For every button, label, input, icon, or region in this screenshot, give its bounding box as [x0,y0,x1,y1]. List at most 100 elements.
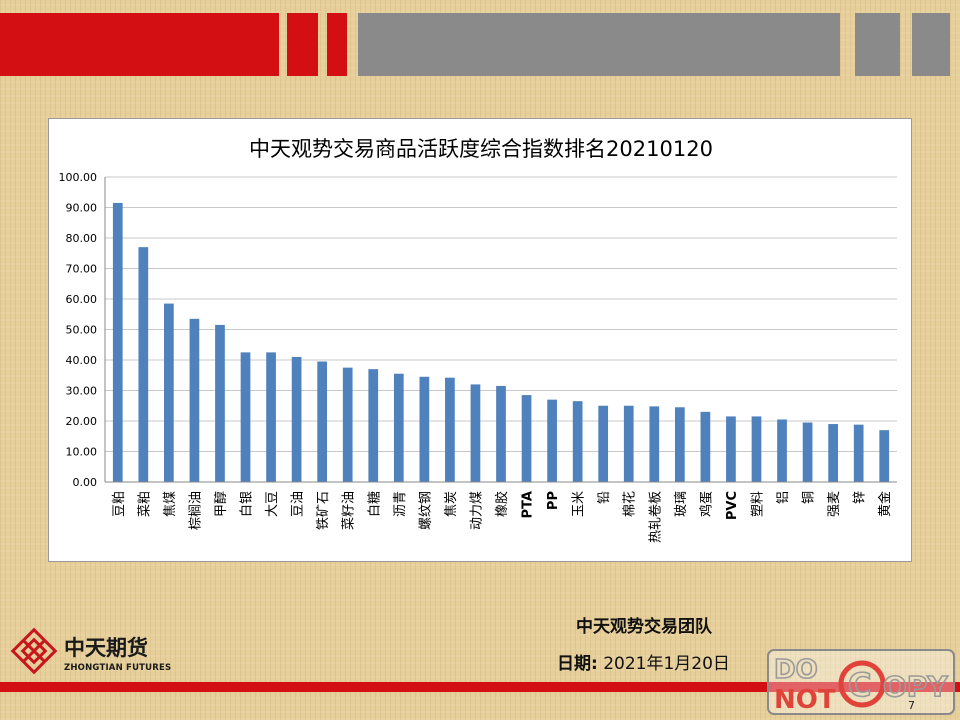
bar [164,303,174,482]
header-red-bar [0,13,279,76]
bar [470,384,481,482]
bar [751,416,762,482]
stamp-line1: DO [774,655,818,685]
bar [368,369,379,482]
bar [393,373,404,482]
bar [496,385,506,482]
y-tick-label: 80.00 [66,232,98,245]
header-red-block-2 [327,13,347,76]
y-tick-label: 30.00 [66,385,98,398]
y-tick-label: 20.00 [66,415,98,428]
bar [853,424,864,482]
report-date: 日期: 2021年1月20日 [557,649,730,674]
bar [726,416,736,482]
bar [649,406,660,482]
x-tick-label: 螺纹钢 [418,491,433,530]
bar [598,405,609,482]
x-tick-label: 鸡蛋 [698,491,714,517]
header-gray-block-1 [855,13,900,76]
stamp-c-letter: C [848,666,871,704]
x-tick-label: 塑料 [750,491,765,517]
footer-red-bar [0,682,960,692]
x-tick-label: 沥青 [393,491,408,517]
x-tick-label: 豆粕 [112,491,127,517]
x-tick-label: 焦煤 [163,491,178,517]
bar [445,377,455,482]
header-gray-block-2 [912,13,950,76]
x-axis-ticks: 豆粕 菜粕 焦煤 棕榈油 甲醇 白银 大豆 豆油 铁矿石 菜籽油 白糖 沥青 螺纹钢 焦炭 动力煤 橡胶 PTA… [112,491,893,543]
bar [266,352,276,482]
x-tick-label: 棕榈油 [188,491,203,530]
y-tick-label: 100.00 [59,171,98,184]
y-tick-label: 60.00 [66,293,98,306]
bar [828,424,838,482]
y-tick-label: 40.00 [66,354,98,367]
x-tick-label: 豆油 [291,491,306,517]
bar [342,367,353,482]
date-value: 2021年1月20日 [603,654,730,674]
logo-name-en: ZHONGTIAN FUTURES [64,663,172,673]
y-tick-label: 70.00 [66,263,98,276]
x-tick-label: 黄金 [877,491,893,517]
y-tick-label: 10.00 [66,446,98,459]
x-tick-label: 玉米 [572,491,587,517]
x-tick-label: 铁矿石 [316,491,331,530]
x-tick-label: 甲醇 [213,491,229,517]
x-tick-label: 棉花 [622,491,638,517]
page-number: 7 [908,699,915,712]
bar [317,361,328,482]
stamp-word: OPY [883,670,948,703]
x-tick-label: 热轧卷板 [647,491,663,543]
x-tick-label: 大豆 [265,491,280,517]
company-logo [10,627,58,675]
bar [547,399,557,482]
do-not-copy-stamp: DO NOT C OPY [767,649,955,715]
date-label: 日期: [557,654,598,674]
y-tick-label: 90.00 [66,202,98,215]
bar [189,318,200,482]
bar [700,411,711,482]
x-tick-label: PP [546,491,561,510]
header-red-block-1 [287,13,318,76]
x-tick-label: 动力煤 [469,491,484,530]
chart-panel: 中天观势交易商品活跃度综合指数排名20210120 0.00 10.00 20.00… [48,118,912,562]
x-tick-label: 铜 [802,491,817,504]
bar [879,430,890,482]
logo-name-cn: 中天期货 [64,636,148,660]
x-tick-label: PVC [725,491,740,520]
bar [138,247,149,482]
bar [291,356,302,482]
x-tick-label: 菜粕 [137,491,152,517]
bar [623,405,634,482]
x-tick-label: 铅 [597,491,612,504]
bar [240,352,251,482]
y-tick-label: 50.00 [66,324,98,337]
bar [802,422,813,482]
header-gray-bar [358,13,840,76]
bar [215,324,225,482]
bar [777,419,787,482]
bar [112,202,123,483]
x-tick-label: 强麦 [827,491,842,517]
x-tick-label: 焦炭 [444,491,459,517]
bar [674,407,685,482]
x-tick-label: 锌 [853,491,868,504]
team-name: 中天观势交易团队 [576,617,712,637]
x-tick-label: 玻璃 [674,491,689,517]
x-tick-label: PTA [521,491,536,518]
x-tick-label: 白银 [239,491,255,517]
y-axis-ticks: 0.00 10.00 20.00 30.00 40.00 50.00 60.00 70.00 8… [59,171,98,489]
y-tick-label: 0.00 [73,476,98,489]
stamp-line2: NOT [774,685,836,715]
bar [572,401,583,482]
bars [112,202,890,483]
bar [419,376,430,482]
x-tick-label: 白糖 [366,491,382,517]
chart-title: 中天观势交易商品活跃度综合指数排名20210120 [249,137,713,161]
bar [521,395,532,482]
grid-lines [105,176,897,452]
stamp-c-ring [838,660,886,708]
bar-chart: 中天观势交易商品活跃度综合指数排名20210120 0.00 10.00 20.00… [59,137,897,543]
x-tick-label: 菜籽油 [342,491,357,530]
x-tick-label: 橡胶 [494,491,510,517]
